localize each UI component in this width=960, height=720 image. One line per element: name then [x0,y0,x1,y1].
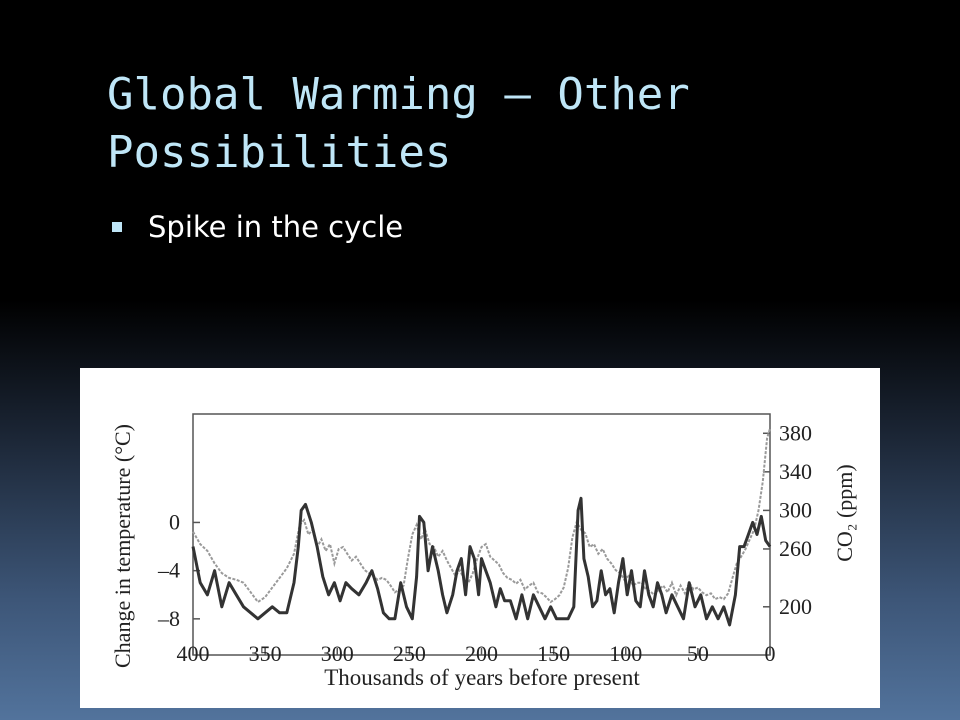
x-tick-label: 350 [249,641,282,666]
x-tick-label: 400 [177,641,210,666]
x-tick-label: 100 [609,641,642,666]
y-right-tick-label: 260 [779,536,812,561]
chart-svg: 400 350 300 250 200 150 100 50 0 0 –4 –8 380 340 300 26… [110,413,857,690]
bullet-text: Spike in the cycle [148,210,404,244]
slide-title: Global Warming – Other Possibilities [107,69,690,178]
y-right-tick-label: 340 [779,459,812,484]
co2-series-line [192,428,771,604]
y-left-tick-label: –8 [157,606,180,631]
y-left-tick-label: –4 [157,558,180,583]
y-axis-label-left: Change in temperature (°C) [110,424,135,668]
chart-figure: 400 350 300 250 200 150 100 50 0 0 –4 –8 380 340 300 26… [80,368,880,708]
x-tick-label: 250 [393,641,426,666]
y-right-tick-label: 200 [779,594,812,619]
y-left-tick-label: 0 [169,509,180,534]
temperature-series-line [191,496,772,627]
x-tick-label: 0 [765,641,776,666]
y-right-tick-label: 380 [779,420,812,445]
y-axis-label-right: CO₂ (ppm) [832,464,857,562]
x-tick-label: 300 [321,641,354,666]
x-tick-label: 50 [687,641,709,666]
bullet-item: Spike in the cycle [112,210,403,244]
x-tick-label: 200 [465,641,498,666]
x-tick-label: 150 [537,641,570,666]
x-axis-label: Thousands of years before present [324,665,640,690]
square-bullet-icon [112,222,122,232]
y-right-tick-label: 300 [779,497,812,522]
